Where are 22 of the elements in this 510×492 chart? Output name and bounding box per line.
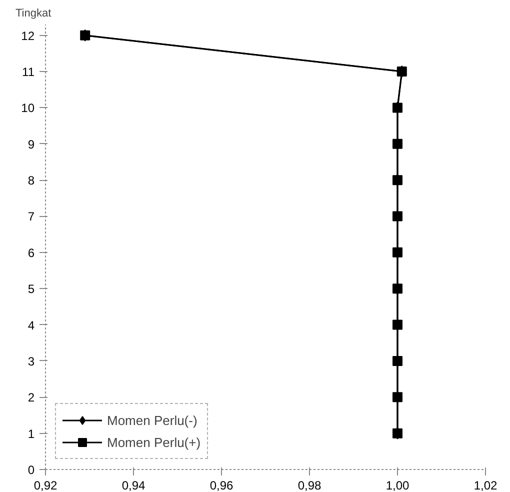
y-tick-label: 10 [21, 101, 35, 116]
y-tick-label: 5 [28, 282, 35, 296]
y-tick-label: 0 [28, 463, 35, 477]
y-tick-label: 6 [28, 246, 35, 260]
x-tick-label: 0,94 [122, 478, 146, 492]
y-tick-label: 1 [28, 426, 35, 441]
x-tick-label: 0,92 [34, 478, 58, 492]
y-tick-label: 9 [28, 137, 35, 152]
y-tick-label: 3 [28, 354, 35, 368]
y-axis-title: Tingkat [16, 8, 52, 20]
legend-label: Momen Perlu(-) [107, 412, 198, 428]
y-tick-label: 2 [28, 390, 35, 405]
y-tick-label: 12 [21, 28, 35, 43]
x-tick-label: 0,98 [298, 478, 322, 492]
y-tick-label: 4 [28, 318, 35, 332]
y-tick-label: 7 [28, 210, 35, 224]
x-tick-label: 1,00 [386, 478, 410, 492]
legend-label: Momen Perlu(+) [107, 434, 201, 450]
y-tick-label: 11 [22, 65, 35, 80]
y-tick-label: 8 [28, 174, 35, 188]
x-tick-label: 1,02 [474, 478, 498, 492]
x-tick-label: 0,96 [210, 478, 234, 492]
